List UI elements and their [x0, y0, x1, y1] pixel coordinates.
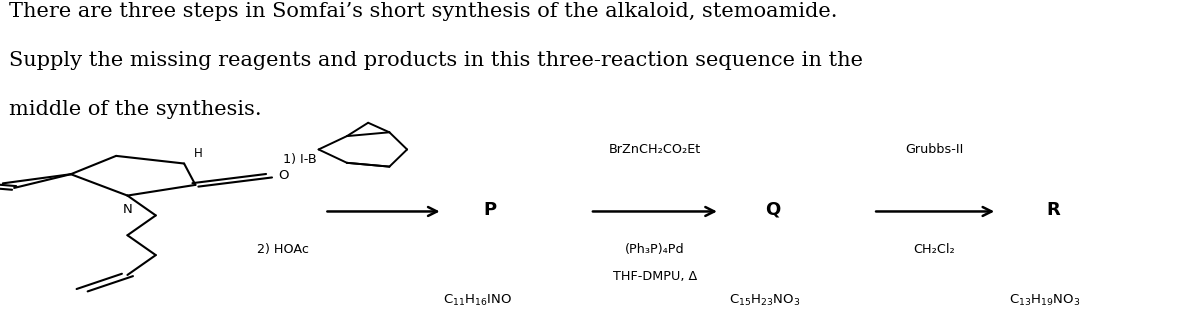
Text: P: P: [483, 201, 497, 219]
Text: Q: Q: [766, 201, 780, 219]
Text: There are three steps in Somfai’s short synthesis of the alkaloid, stemoamide.: There are three steps in Somfai’s short …: [9, 2, 838, 21]
Text: 1) I-B: 1) I-B: [283, 153, 316, 165]
Text: R: R: [1047, 201, 1061, 219]
Text: CH₂Cl₂: CH₂Cl₂: [913, 243, 956, 256]
Text: (Ph₃P)₄Pd: (Ph₃P)₄Pd: [625, 243, 684, 256]
Text: THF-DMPU, Δ: THF-DMPU, Δ: [612, 270, 697, 283]
Text: Supply the missing reagents and products in this three-reaction sequence in the: Supply the missing reagents and products…: [9, 51, 864, 70]
Text: N: N: [123, 203, 132, 216]
Text: Grubbs-II: Grubbs-II: [905, 143, 964, 156]
Text: $\mathregular{C_{11}H_{16}INO}$: $\mathregular{C_{11}H_{16}INO}$: [444, 293, 512, 308]
Text: O: O: [278, 169, 289, 182]
Text: middle of the synthesis.: middle of the synthesis.: [9, 100, 262, 119]
Text: 2) HOAc: 2) HOAc: [257, 243, 309, 256]
Text: $\mathregular{C_{13}H_{19}NO_{3}}$: $\mathregular{C_{13}H_{19}NO_{3}}$: [1009, 293, 1080, 308]
Text: BrZnCH₂CO₂Et: BrZnCH₂CO₂Et: [609, 143, 701, 156]
Text: $\mathregular{C_{15}H_{23}NO_{3}}$: $\mathregular{C_{15}H_{23}NO_{3}}$: [729, 293, 800, 308]
Text: H: H: [194, 147, 202, 160]
